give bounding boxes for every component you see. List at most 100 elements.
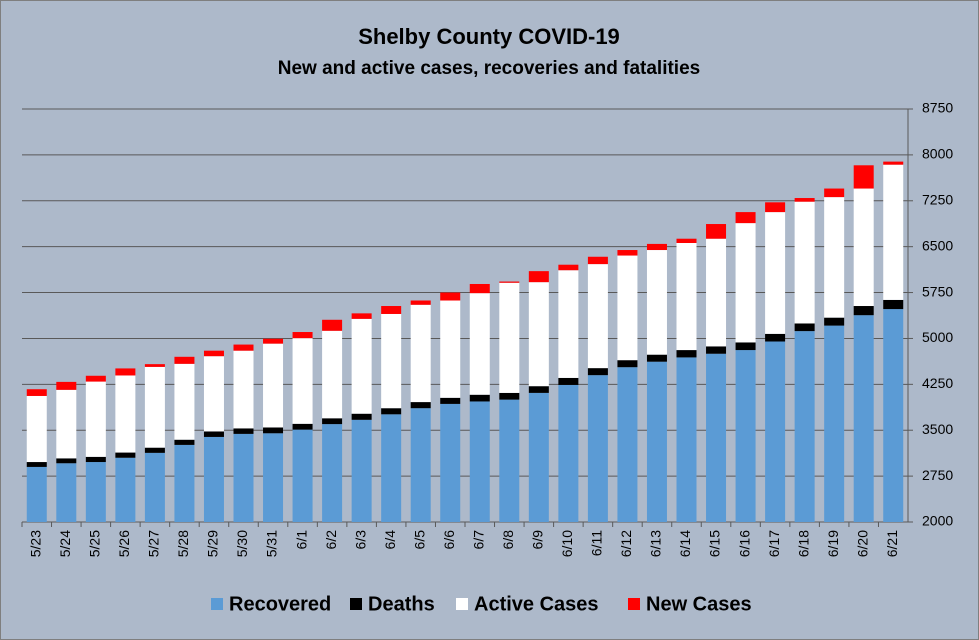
bar-segment — [794, 198, 815, 202]
x-tick-label: 6/13 — [648, 530, 664, 557]
bar-segment — [853, 165, 874, 189]
bar-segment — [144, 364, 165, 367]
bar-segment — [676, 242, 697, 351]
bar-segment — [824, 317, 845, 326]
y-tick-label: 6500 — [922, 237, 953, 253]
bar-segment — [144, 447, 165, 453]
bar-segment — [794, 201, 815, 324]
bar-segment — [410, 300, 431, 305]
bar-segment — [56, 463, 77, 522]
legend-swatch — [456, 598, 468, 610]
y-tick-label: 7250 — [922, 191, 953, 207]
bar-segment — [883, 309, 904, 522]
bar-segment — [735, 212, 756, 224]
bar-segment — [499, 281, 520, 283]
bar-segment — [706, 224, 727, 239]
bar-segment — [853, 188, 874, 307]
x-tick-label: 6/5 — [411, 530, 427, 550]
bar-segment — [85, 456, 106, 463]
x-tick-label: 6/17 — [766, 530, 782, 557]
legend-label: Active Cases — [474, 593, 599, 615]
bar-segment — [499, 399, 520, 522]
bar-segment — [528, 282, 549, 387]
bar-segment — [292, 332, 313, 339]
bar-segment — [735, 350, 756, 522]
bar-segment — [233, 428, 254, 434]
bar-segment — [26, 462, 47, 467]
bar-segment — [351, 318, 372, 414]
chart-subtitle: New and active cases, recoveries and fat… — [278, 58, 700, 79]
bar-segment — [26, 395, 47, 463]
x-tick-label: 6/7 — [470, 530, 486, 550]
legend-label: New Cases — [646, 593, 752, 615]
bar-segment — [765, 333, 786, 342]
bar-segment — [292, 423, 313, 430]
x-tick-label: 6/11 — [589, 530, 605, 556]
bar-segment — [144, 452, 165, 522]
x-tick-label: 5/25 — [87, 530, 103, 557]
bar-segment — [528, 271, 549, 283]
bar-segment — [115, 452, 136, 458]
bar-segment — [440, 403, 461, 522]
bar-segment — [469, 293, 490, 395]
bar-segment — [233, 344, 254, 351]
y-tick-label: 2750 — [922, 467, 953, 483]
bar-segment — [617, 250, 638, 256]
bar-segment — [706, 346, 727, 354]
bar-segment — [263, 433, 284, 522]
bar-segment — [853, 306, 874, 316]
bar-segment — [587, 256, 608, 265]
bar-segment — [824, 188, 845, 198]
bar-segment — [381, 306, 402, 314]
bar-segment — [528, 392, 549, 522]
bar-segment — [617, 367, 638, 522]
bar-segment — [56, 389, 77, 459]
x-tick-label: 6/1 — [293, 530, 309, 550]
bar-segment — [735, 223, 756, 343]
bar-segment — [706, 353, 727, 522]
x-tick-label: 6/10 — [559, 530, 575, 557]
bar-segment — [56, 381, 77, 390]
bar-segment — [794, 323, 815, 332]
y-tick-label: 8750 — [922, 100, 953, 116]
x-tick-label: 6/19 — [825, 530, 841, 557]
bar-segment — [824, 197, 845, 318]
x-tick-label: 6/16 — [736, 530, 752, 557]
bar-segment — [85, 375, 106, 382]
y-tick-label: 4250 — [922, 375, 953, 391]
bar-segment — [883, 164, 904, 300]
x-tick-label: 6/2 — [323, 530, 339, 550]
bar-segment — [794, 331, 815, 522]
legend-swatch — [350, 598, 362, 610]
bar-segment — [351, 413, 372, 420]
bar-segment — [203, 436, 224, 522]
bar-segment — [824, 325, 845, 522]
bar-segment — [26, 389, 47, 396]
bar-segment — [174, 356, 195, 364]
bar-segment — [558, 264, 579, 271]
bar-segment — [469, 283, 490, 294]
bar-segment — [646, 250, 667, 355]
bar-segment — [174, 439, 195, 445]
x-tick-label: 6/18 — [795, 530, 811, 557]
x-tick-label: 6/20 — [854, 530, 870, 557]
legend-swatch — [628, 598, 640, 610]
legend-label: Recovered — [229, 593, 331, 615]
x-tick-label: 6/4 — [382, 530, 398, 550]
bar-segment — [174, 363, 195, 440]
bar-segment — [765, 341, 786, 522]
bar-segment — [410, 408, 431, 522]
bar-segment — [440, 397, 461, 404]
bar-segment — [351, 419, 372, 522]
legend-label: Deaths — [368, 593, 435, 615]
bar-segment — [233, 433, 254, 522]
bar-segment — [56, 458, 77, 464]
bar-segment — [499, 282, 520, 393]
bar-segment — [587, 368, 608, 376]
bar-segment — [115, 457, 136, 522]
bar-segment — [765, 212, 786, 334]
x-tick-label: 6/8 — [500, 530, 516, 550]
bar-segment — [322, 319, 343, 331]
bar-segment — [85, 462, 106, 522]
